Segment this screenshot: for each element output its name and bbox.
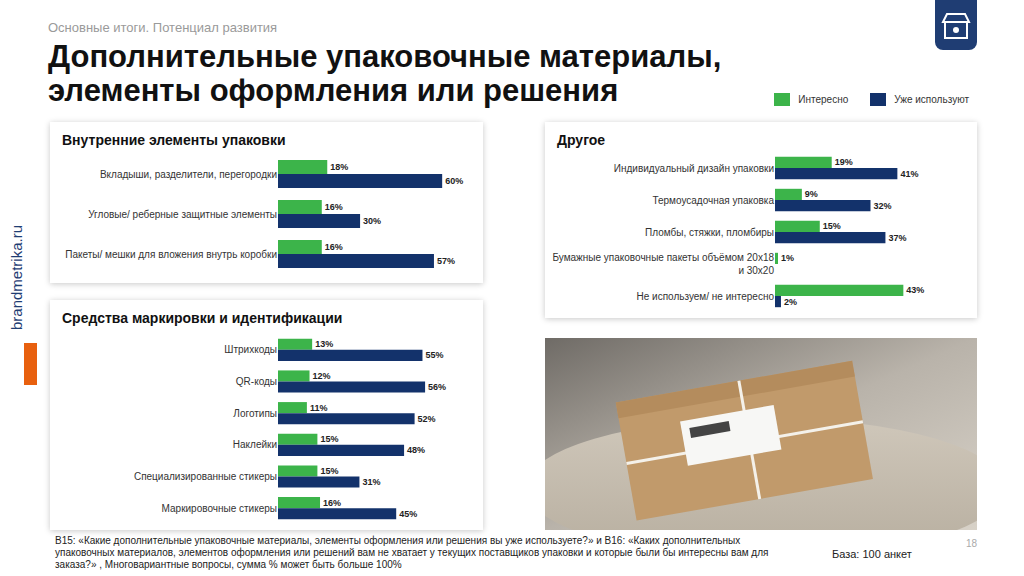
svg-text:Бумажные упаковочные пакеты об: Бумажные упаковочные пакеты объёмом 20x1…: [552, 252, 774, 276]
svg-text:31%: 31%: [362, 477, 380, 487]
html-text:18: 18: [966, 538, 978, 549]
svg-text:Термоусадочная упаковка: Термоусадочная упаковка: [652, 195, 774, 206]
svg-text:Вкладыши, разделители, перегор: Вкладыши, разделители, перегородки: [100, 169, 277, 180]
svg-text:15%: 15%: [823, 221, 841, 231]
svg-text:55%: 55%: [425, 350, 443, 360]
svg-text:Индивидуальный дизайн упаковки: Индивидуальный дизайн упаковки: [614, 163, 774, 174]
svg-text:43%: 43%: [906, 285, 924, 295]
svg-text:41%: 41%: [900, 169, 918, 179]
svg-text:32%: 32%: [874, 201, 892, 211]
svg-text:Маркировочные стикеры: Маркировочные стикеры: [162, 503, 277, 514]
svg-text:15%: 15%: [320, 466, 338, 476]
html-text:Уже используют: Уже используют: [894, 94, 969, 105]
svg-text:9%: 9%: [805, 189, 818, 199]
html-text:Основные итоги. Потенциал разв: Основные итоги. Потенциал развития: [48, 20, 278, 35]
svg-text:Пакеты/ мешки для вложения вну: Пакеты/ мешки для вложения внутрь коробк…: [65, 249, 277, 260]
svg-text:45%: 45%: [399, 509, 417, 519]
svg-text:57%: 57%: [437, 256, 455, 266]
html-text:brandmetrika.ru: brandmetrika.ru: [8, 225, 25, 330]
svg-text:11%: 11%: [310, 403, 328, 413]
svg-text:12%: 12%: [313, 371, 331, 381]
svg-text:Пломбы, стяжки, пломбиры: Пломбы, стяжки, пломбиры: [645, 227, 774, 238]
svg-text:19%: 19%: [835, 157, 853, 167]
svg-text:48%: 48%: [407, 445, 425, 455]
svg-text:52%: 52%: [418, 414, 436, 424]
svg-text:13%: 13%: [315, 339, 333, 349]
svg-text:16%: 16%: [323, 498, 341, 508]
svg-text:Специализированные стикеры: Специализированные стикеры: [134, 471, 277, 482]
svg-text:Угловые/ реберные защитные эле: Угловые/ реберные защитные элементы: [88, 209, 277, 220]
html-text:Внутренние элементы упаковки: Внутренние элементы упаковки: [62, 132, 286, 148]
html-text:Интересно: Интересно: [798, 94, 849, 105]
svg-text:18%: 18%: [330, 162, 348, 172]
svg-text:2%: 2%: [784, 297, 797, 307]
svg-text:16%: 16%: [325, 242, 343, 252]
svg-text:16%: 16%: [325, 202, 343, 212]
svg-text:1%: 1%: [781, 253, 794, 263]
html-text:Дополнительные упаковочные мат: Дополнительные упаковочные материалы, эл…: [48, 39, 722, 108]
svg-text:15%: 15%: [320, 434, 338, 444]
svg-text:Не используем/ не интересно: Не используем/ не интересно: [636, 291, 774, 302]
svg-text:60%: 60%: [445, 176, 463, 186]
svg-text:56%: 56%: [428, 382, 446, 392]
html-text:Средства маркировки и идентифи: Средства маркировки и идентификации: [62, 310, 343, 326]
svg-text:Логотипы: Логотипы: [233, 408, 277, 419]
svg-text:Штрихкоды: Штрихкоды: [224, 344, 277, 355]
svg-text:QR-коды: QR-коды: [236, 376, 277, 387]
svg-text:37%: 37%: [888, 233, 906, 243]
html-text:База: 100 анкет: База: 100 анкет: [832, 548, 912, 560]
svg-text:30%: 30%: [363, 216, 381, 226]
svg-text:Наклейки: Наклейки: [233, 439, 277, 450]
html-text:Другое: Другое: [557, 132, 606, 148]
html-text:В15: «Какие дополнительные упа: В15: «Какие дополнительные упаковочные м…: [55, 535, 769, 570]
